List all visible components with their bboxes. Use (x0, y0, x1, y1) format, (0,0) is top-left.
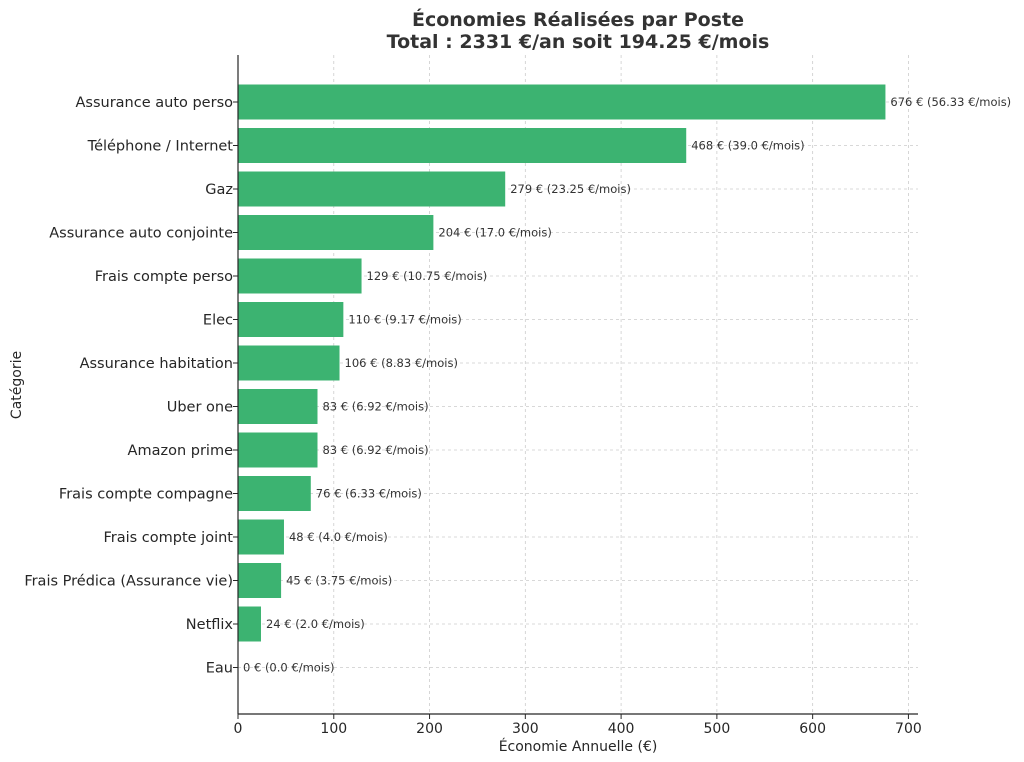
bar (238, 606, 261, 642)
data-label: 0 € (0.0 €/mois) (243, 661, 334, 675)
bar (238, 215, 434, 250)
category-label: Netflix (186, 617, 234, 633)
bar (238, 84, 886, 120)
category-label: Frais compte compagne (59, 487, 233, 503)
data-label: 468 € (39.0 €/mois) (691, 139, 804, 153)
bar (238, 345, 340, 381)
category-label: Assurance auto perso (75, 95, 233, 111)
data-label: 106 € (8.83 €/mois) (345, 356, 458, 370)
data-label: 76 € (6.33 €/mois) (316, 487, 422, 501)
grid (237, 55, 918, 714)
category-label: Elec (203, 313, 233, 329)
data-labels: 676 € (56.33 €/mois) 468 € (39.0 €/mois) 2… (243, 95, 1011, 675)
bar (238, 563, 282, 598)
data-label: 83 € (6.92 €/mois) (322, 400, 428, 414)
category-label: Assurance habitation (80, 356, 233, 372)
axes: 0 100 200 300 400 500 600 700 (233, 55, 922, 737)
category-label: Téléphone / Internet (87, 139, 234, 155)
x-tick-label: 400 (608, 721, 635, 737)
data-label: 45 € (3.75 €/mois) (286, 574, 392, 588)
category-label: Eau (206, 661, 233, 677)
chart-title-line1: Économies Réalisées par Poste (412, 8, 744, 31)
x-tick-label: 100 (320, 721, 347, 737)
data-label: 204 € (17.0 €/mois) (438, 226, 551, 240)
category-label: Frais compte joint (103, 530, 233, 546)
bars (238, 84, 886, 642)
x-tick-label: 700 (895, 721, 922, 737)
x-tick-label: 300 (512, 721, 539, 737)
data-label: 110 € (9.17 €/mois) (348, 313, 461, 327)
category-label: Assurance auto conjointe (49, 226, 233, 242)
category-label: Amazon prime (128, 443, 234, 459)
bar (238, 389, 318, 424)
data-label: 279 € (23.25 €/mois) (510, 182, 631, 196)
bar (238, 519, 284, 555)
bar (238, 476, 311, 511)
category-label: Frais Prédica (Assurance vie) (24, 574, 233, 590)
data-label: 129 € (10.75 €/mois) (367, 269, 488, 283)
x-tick-label: 200 (416, 721, 443, 737)
bar (238, 302, 344, 337)
category-label: Gaz (205, 182, 233, 198)
x-tick-label: 0 (234, 721, 243, 737)
x-tick-label: 600 (799, 721, 826, 737)
y-axis-title: Catégorie (9, 351, 25, 419)
category-labels: Assurance auto perso Téléphone / Internet… (24, 95, 233, 677)
bar (238, 128, 687, 163)
data-label: 24 € (2.0 €/mois) (266, 617, 365, 631)
bar (238, 171, 506, 207)
bar (238, 258, 362, 294)
category-label: Uber one (167, 400, 233, 416)
chart-title-line2: Total : 2331 €/an soit 194.25 €/mois (387, 31, 770, 53)
data-label: 48 € (4.0 €/mois) (289, 530, 388, 544)
category-label: Frais compte perso (95, 269, 233, 285)
x-tick-label: 500 (704, 721, 731, 737)
data-label: 676 € (56.33 €/mois) (890, 95, 1011, 109)
data-label: 83 € (6.92 €/mois) (322, 443, 428, 457)
bar (238, 432, 318, 468)
x-axis-title: Économie Annuelle (€) (499, 738, 658, 755)
